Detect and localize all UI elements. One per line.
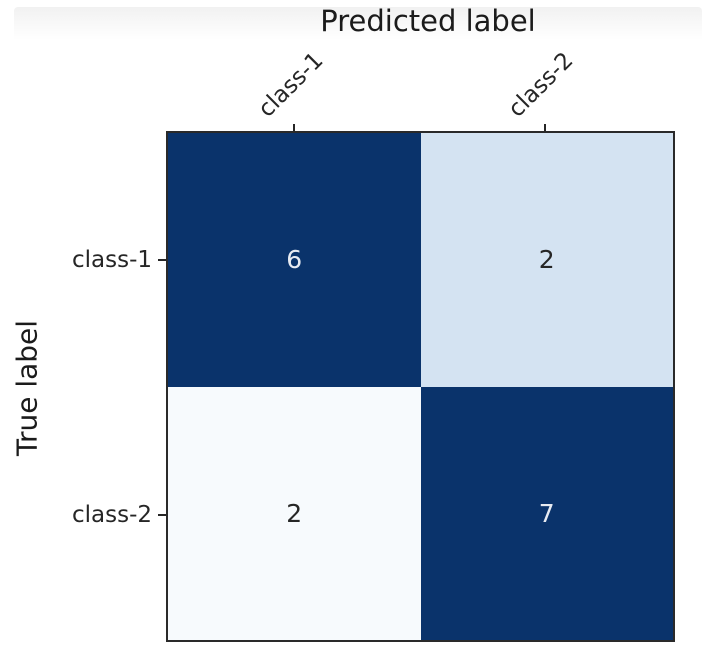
matrix-cell-true1-pred1: 6 bbox=[168, 133, 421, 387]
top-gradient-band bbox=[14, 7, 702, 40]
x-tick-mark bbox=[544, 124, 546, 131]
x-tick-mark bbox=[293, 124, 295, 131]
cell-value: 6 bbox=[286, 245, 303, 275]
x-tick-label-class-1: class-1 bbox=[253, 47, 329, 123]
cell-value: 2 bbox=[538, 245, 555, 275]
heatmap-grid: 6 2 2 7 bbox=[166, 131, 675, 642]
y-tick-label-class-2: class-2 bbox=[71, 502, 152, 528]
cell-value: 7 bbox=[538, 498, 555, 528]
y-tick-label-class-1: class-1 bbox=[71, 247, 152, 273]
matrix-cell-true2-pred2: 7 bbox=[420, 386, 673, 640]
y-tick-mark bbox=[158, 259, 166, 261]
cell-value: 2 bbox=[286, 498, 303, 528]
matrix-cell-true1-pred2: 2 bbox=[420, 133, 673, 387]
y-tick-mark bbox=[158, 514, 166, 516]
x-axis-title: Predicted label bbox=[320, 4, 536, 38]
x-tick-label-class-2: class-2 bbox=[503, 47, 579, 123]
y-axis-title: True label bbox=[10, 319, 44, 457]
matrix-cell-true2-pred1: 2 bbox=[168, 386, 421, 640]
